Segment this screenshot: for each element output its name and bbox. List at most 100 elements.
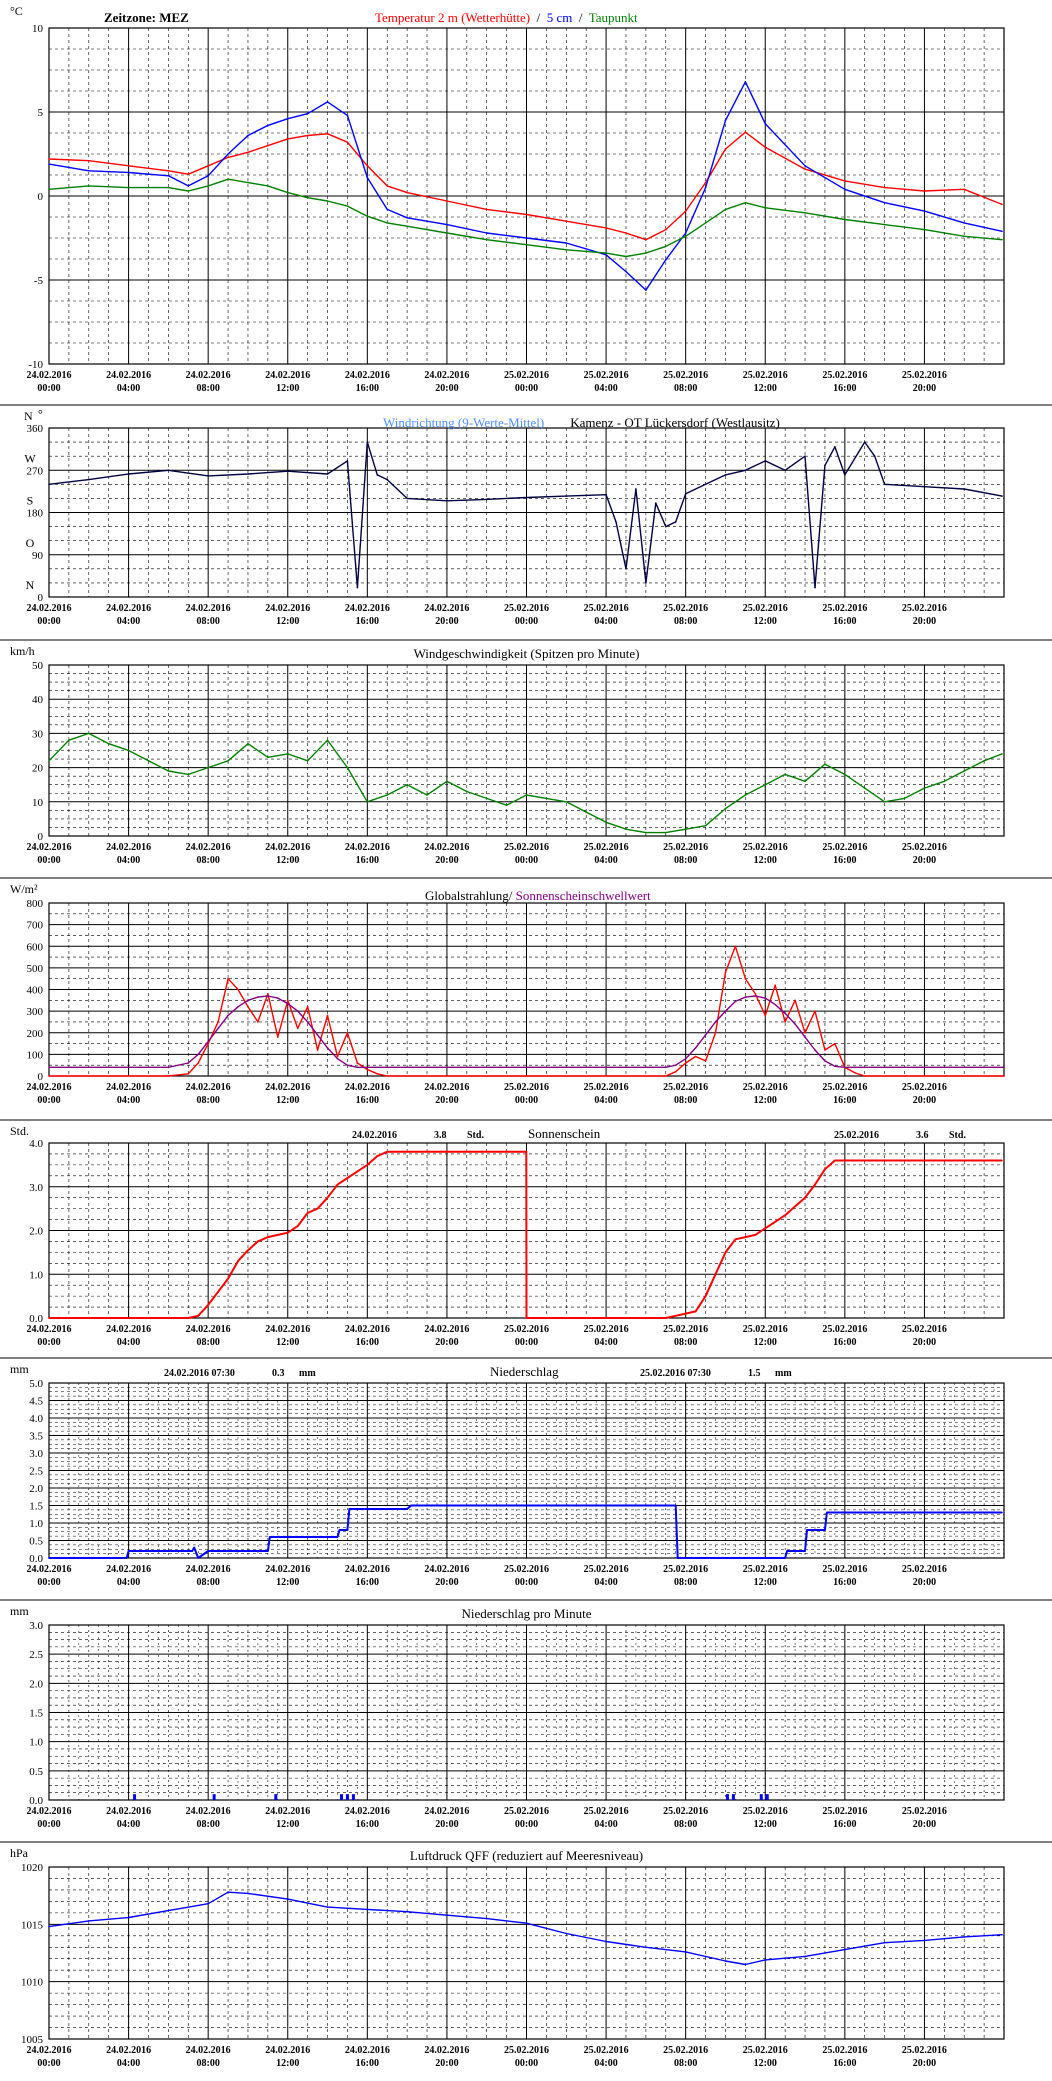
data-point: [744, 996, 747, 998]
data-point: [356, 1062, 359, 1064]
x-tick-time: 08:00: [196, 1819, 219, 1830]
x-tick-time: 16:00: [356, 1577, 379, 1588]
data-point: [167, 1075, 170, 1077]
data-point: [605, 821, 607, 824]
x-tick-time: 08:00: [674, 855, 697, 866]
x-tick-time: 16:00: [356, 616, 379, 627]
data-point: [207, 475, 209, 477]
x-tick-date: 24.02.2016: [27, 1324, 72, 1335]
x-tick-time: 00:00: [515, 2058, 538, 2069]
data-point: [704, 222, 707, 224]
x-tick-date: 24.02.2016: [186, 1082, 231, 1093]
y-tick-label: 1.0: [29, 1737, 43, 1749]
x-tick-time: 20:00: [435, 383, 458, 394]
data-point: [247, 134, 249, 137]
x-tick-time: 12:00: [754, 2058, 777, 2069]
data-point: [525, 1922, 528, 1924]
x-tick-time: 08:00: [196, 383, 219, 394]
data-point: [764, 206, 767, 209]
data-point: [1001, 495, 1003, 497]
data-point: [167, 1909, 170, 1912]
data-point: [724, 119, 727, 122]
data-point: [286, 753, 289, 755]
data-point: [187, 1062, 190, 1064]
annotation-value: 3.8: [434, 1130, 447, 1141]
data-point: [853, 1066, 856, 1069]
annotation-value: 0.3: [272, 1368, 285, 1379]
x-tick-date: 24.02.2016: [345, 1324, 390, 1335]
x-tick-time: 12:00: [754, 855, 777, 866]
data-point: [167, 186, 170, 189]
data-point: [406, 783, 408, 786]
data-point: [863, 1075, 866, 1077]
data-point: [664, 1066, 667, 1069]
x-tick-time: 20:00: [913, 2058, 936, 2069]
data-point: [366, 1164, 369, 1166]
y-tick-label: 360: [27, 423, 44, 435]
x-tick-date: 25.02.2016: [584, 1806, 629, 1817]
x-tick-date: 25.02.2016: [743, 842, 788, 853]
x-tick-time: 00:00: [37, 855, 60, 866]
y-tick-label: 0.0: [29, 1795, 43, 1807]
x-tick-date: 25.02.2016: [822, 1806, 867, 1817]
data-point: [664, 1075, 667, 1077]
data-point: [485, 238, 488, 241]
x-tick-time: 08:00: [674, 616, 697, 627]
x-tick-date: 25.02.2016: [504, 370, 549, 381]
data-point: [326, 101, 329, 103]
series-line-sunshine-0: [49, 1150, 1002, 1319]
precip-bar: [351, 1794, 355, 1800]
annotation-unit: Std.: [467, 1130, 484, 1141]
x-tick-time: 00:00: [515, 1819, 538, 1830]
data-point: [764, 997, 767, 999]
y-tick-label: 1020: [21, 1862, 44, 1874]
data-point: [724, 1251, 727, 1254]
data-point: [806, 1529, 808, 1531]
data-point: [386, 1150, 389, 1153]
data-point: [257, 996, 259, 998]
x-tick-date: 24.02.2016: [345, 1564, 390, 1575]
x-tick-time: 04:00: [117, 1337, 140, 1348]
data-point: [525, 213, 528, 216]
data-point: [565, 801, 568, 803]
data-point: [744, 1236, 747, 1238]
chart-title: Globalstrahlung/ Sonnenscheinschwellwert: [425, 888, 651, 903]
data-point: [247, 1006, 249, 1008]
data-point: [446, 780, 448, 783]
x-tick-time: 04:00: [117, 383, 140, 394]
data-point: [786, 1550, 788, 1552]
y-tick-label: 0: [38, 191, 44, 203]
x-tick-date: 25.02.2016: [504, 1806, 549, 1817]
data-point: [187, 773, 190, 776]
x-tick-time: 00:00: [37, 1095, 60, 1106]
data-point: [734, 1000, 737, 1003]
x-tick-time: 16:00: [356, 855, 379, 866]
data-point: [525, 1066, 528, 1069]
y-tick-label: 20: [32, 763, 44, 775]
panel-pressure: 1020 1015 1010 1005 hPa Luftdruck QFF (reduzi…: [0, 1841, 1052, 2069]
data-point: [286, 138, 289, 140]
x-tick-time: 04:00: [594, 1337, 617, 1348]
data-point: [704, 1295, 707, 1297]
y-tick-label: 0.0: [29, 1553, 43, 1565]
x-tick-time: 04:00: [594, 2058, 617, 2069]
y-tick-label: 30: [32, 728, 44, 740]
data-point: [446, 223, 448, 226]
annotation-unit: mm: [775, 1368, 792, 1379]
data-point: [296, 1010, 299, 1012]
data-point: [764, 122, 767, 125]
data-point: [406, 497, 408, 500]
data-point: [167, 170, 170, 172]
data-point: [87, 159, 90, 162]
data-point: [306, 196, 309, 199]
data-point: [923, 787, 926, 789]
x-tick-time: 08:00: [196, 1337, 219, 1348]
y-tick-label: 40: [32, 694, 44, 706]
data-point: [87, 1920, 90, 1922]
data-point: [267, 144, 269, 147]
data-point: [923, 228, 926, 231]
y-tick-label: 50: [32, 660, 44, 672]
data-point: [664, 831, 667, 834]
chart-title: Niederschlag: [490, 1364, 559, 1379]
data-point: [645, 831, 647, 834]
